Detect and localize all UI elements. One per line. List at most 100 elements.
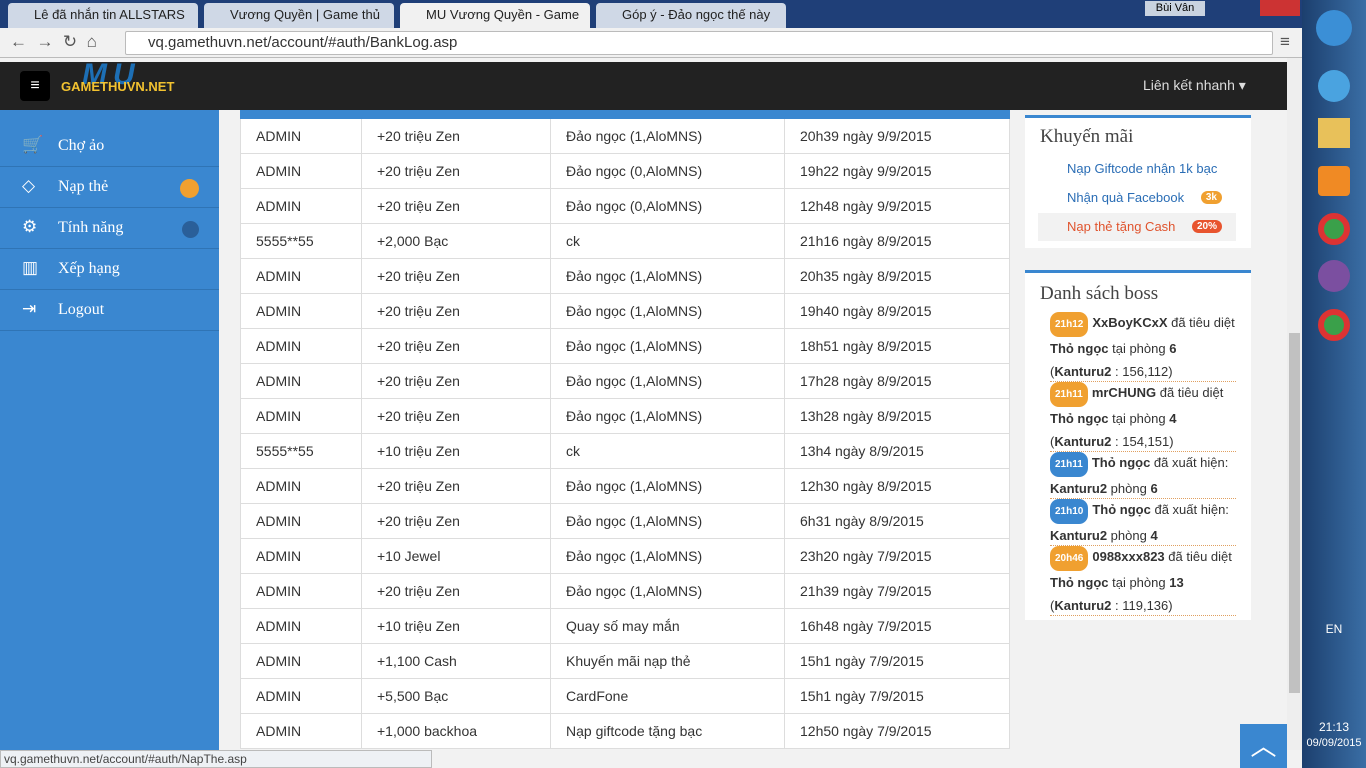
sidebar-item[interactable]: 🛒 Chợ ảo: [0, 126, 219, 167]
promo-item[interactable]: Nạp thẻ tặng Cash 20%: [1038, 213, 1236, 241]
table-cell: +20 triệu Zen: [362, 119, 551, 154]
navbar: ≡ MU GAMETHUVN.NET Liên kết nhanh ▾: [0, 58, 1287, 110]
sidebar: [0, 110, 219, 768]
table-cell: ADMIN: [240, 679, 362, 714]
promo-badge: 3k: [1200, 191, 1222, 204]
tab[interactable]: Góp ý - Đảo ngọc thế này: [596, 3, 786, 28]
table-cell: +2,000 Bạc: [362, 224, 551, 259]
boss-text: Thỏ ngọc: [1091, 455, 1151, 470]
table-cell: ADMIN: [240, 539, 362, 574]
sidebar-label[interactable]: Tính năng: [58, 219, 124, 236]
sidebar-label[interactable]: Xếp hạng: [58, 260, 120, 277]
table-cell: +20 triệu Zen: [362, 329, 551, 364]
panel-title: Danh sách boss: [1040, 283, 1159, 304]
sidebar-item[interactable]: ◇ Nạp thẻ: [0, 167, 219, 208]
logo[interactable]: GAMETHUVN.NET: [61, 79, 175, 94]
sidebar-label[interactable]: Chợ ảo: [58, 137, 105, 154]
boss-text: (: [1050, 434, 1055, 449]
table-cell: 18h51 ngày 8/9/2015: [785, 329, 1010, 364]
clock-time[interactable]: 21:13: [1318, 720, 1350, 734]
boss-text: đã tiêu diệt: [1156, 385, 1224, 400]
nav-buttons[interactable]: ← → ↻ ⌂: [10, 32, 97, 51]
boss-text: : 119,136): [1111, 598, 1173, 613]
back-to-top[interactable]: ︿: [1240, 724, 1287, 768]
time-badge: 21h11: [1050, 382, 1088, 407]
chrome-icon[interactable]: [1318, 309, 1350, 341]
sidebar-label[interactable]: Nạp thẻ: [58, 178, 109, 195]
table-cell: 6h31 ngày 8/9/2015: [785, 504, 1010, 539]
scroll-thumb[interactable]: [1289, 333, 1300, 693]
boss-text: (: [1050, 364, 1055, 379]
boss-text: phòng: [1107, 481, 1151, 496]
table-cell: 13h28 ngày 8/9/2015: [785, 399, 1010, 434]
table-cell: ADMIN: [240, 574, 362, 609]
boss-text: Kanturu2: [1054, 364, 1112, 379]
media-icon[interactable]: [1318, 166, 1350, 196]
chrome-icon[interactable]: [1318, 213, 1350, 245]
promo-label[interactable]: Nạp Giftcode nhận 1k bạc: [1067, 161, 1218, 176]
table-cell: ADMIN: [240, 469, 362, 504]
menu-button[interactable]: ≡: [1280, 32, 1290, 51]
close-window[interactable]: [1260, 0, 1300, 16]
table-cell: +10 triệu Zen: [362, 609, 551, 644]
menu-toggle[interactable]: ≡: [20, 71, 50, 101]
promo-label[interactable]: Nhận quà Facebook: [1067, 190, 1185, 205]
table-cell: 21h39 ngày 7/9/2015: [785, 574, 1010, 609]
tab[interactable]: Vương Quyền | Game thủ: [204, 3, 394, 28]
table-cell: +1,100 Cash: [362, 644, 551, 679]
table-cell: 5555**55: [240, 224, 362, 259]
boss-text: Kanturu2: [1054, 434, 1112, 449]
clock-date[interactable]: 09/09/2015: [1306, 737, 1362, 749]
start-button[interactable]: [1316, 10, 1352, 46]
boss-text: 4: [1150, 528, 1158, 543]
boss-text: 6: [1169, 341, 1177, 356]
profile-name[interactable]: Bùi Vân: [1145, 1, 1205, 16]
ie-icon[interactable]: [1318, 70, 1350, 102]
table-cell: 19h22 ngày 9/9/2015: [785, 154, 1010, 189]
boss-entry: 21h11 Thỏ ngọc đã xuất hiện: Kanturu2 phò…: [1050, 451, 1236, 499]
language[interactable]: EN: [1325, 622, 1343, 636]
sidebar-item[interactable]: ⚙ Tính năng: [0, 208, 219, 249]
table-cell: 21h16 ngày 8/9/2015: [785, 224, 1010, 259]
table-cell: +10 Jewel: [362, 539, 551, 574]
sidebar-label[interactable]: Logout: [58, 301, 105, 318]
table-cell: ADMIN: [240, 259, 362, 294]
promo-item[interactable]: Nhận quà Facebook 3k: [1038, 184, 1236, 212]
sidebar-icon: ⚙: [22, 217, 38, 236]
table-cell: 15h1 ngày 7/9/2015: [785, 644, 1010, 679]
table-cell: Đảo ngọc (1,AloMNS): [551, 539, 785, 574]
scrollbar[interactable]: [1287, 58, 1302, 750]
folder-icon[interactable]: [1318, 118, 1350, 148]
table-cell: +10 triệu Zen: [362, 434, 551, 469]
table-cell: 20h35 ngày 8/9/2015: [785, 259, 1010, 294]
boss-text: đã tiêu diệt: [1164, 549, 1232, 564]
table-cell: +1,000 backhoa: [362, 714, 551, 749]
table-cell: Đảo ngọc (1,AloMNS): [551, 504, 785, 539]
table-cell: Đảo ngọc (1,AloMNS): [551, 574, 785, 609]
tab[interactable]: Lê đã nhắn tin ALLSTARS: [8, 3, 198, 28]
table-cell: +20 triệu Zen: [362, 504, 551, 539]
table-cell: Đảo ngọc (1,AloMNS): [551, 469, 785, 504]
promo-item[interactable]: Nạp Giftcode nhận 1k bạc: [1038, 155, 1236, 183]
table-cell: ADMIN: [240, 399, 362, 434]
table-cell: ADMIN: [240, 154, 362, 189]
promo-label[interactable]: Nạp thẻ tặng Cash: [1067, 219, 1176, 234]
tab[interactable]: MU Vương Quyền - Game: [400, 3, 590, 28]
quick-links-label[interactable]: Liên kết nhanh: [1143, 77, 1235, 93]
star-badge: [180, 179, 199, 198]
boss-text: Thỏ ngọc: [1050, 341, 1109, 356]
table-cell: Khuyến mãi nạp thẻ: [551, 644, 785, 679]
table-cell: 16h48 ngày 7/9/2015: [785, 609, 1010, 644]
logo-mark: MU: [82, 58, 141, 91]
sidebar-item[interactable]: ⇥ Logout: [0, 290, 219, 331]
viber-icon[interactable]: [1318, 260, 1350, 292]
table-cell: 17h28 ngày 8/9/2015: [785, 364, 1010, 399]
address-bar[interactable]: vq.gamethuvn.net/account/#auth/BankLog.a…: [125, 31, 1273, 55]
table-cell: ADMIN: [240, 364, 362, 399]
sidebar-item[interactable]: ▥ Xếp hạng: [0, 249, 219, 290]
table-cell: 23h20 ngày 7/9/2015: [785, 539, 1010, 574]
table-cell: Đảo ngọc (1,AloMNS): [551, 399, 785, 434]
expand-icon: [182, 221, 199, 238]
quick-links[interactable]: Liên kết nhanh ▾: [1143, 77, 1246, 93]
